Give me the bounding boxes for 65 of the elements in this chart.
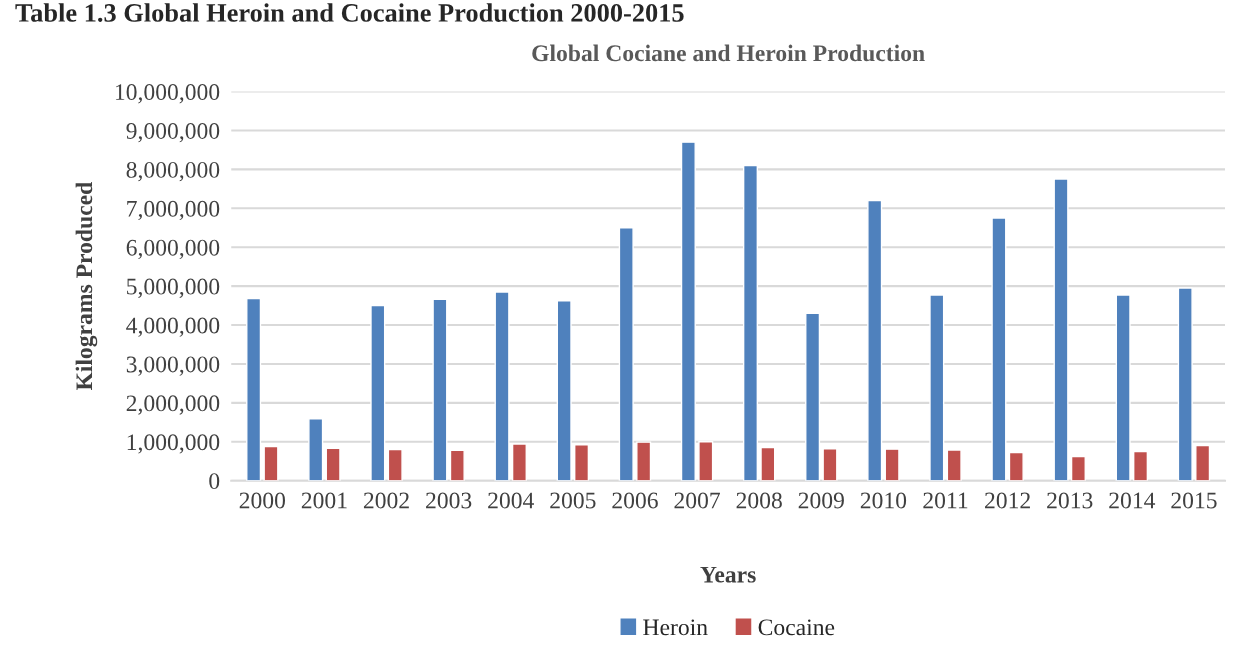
bar <box>1195 444 1211 481</box>
y-tick-label: 0 <box>209 473 220 490</box>
x-tick-label: 2015 <box>1171 492 1217 509</box>
bar <box>618 227 634 481</box>
bar <box>760 446 776 481</box>
bar <box>325 447 341 481</box>
x-tick-label: 2013 <box>1047 492 1093 509</box>
x-tick-label: 2007 <box>674 492 720 509</box>
y-tick-label: 8,000,000 <box>126 161 220 182</box>
x-tick-label: 2000 <box>239 492 286 509</box>
x-tick-label: 2001 <box>301 492 347 509</box>
x-tick-label: 2008 <box>736 492 782 509</box>
x-tick-label: 2002 <box>363 492 409 509</box>
bar <box>1177 287 1193 481</box>
bar <box>432 298 448 481</box>
x-tick-label: 2010 <box>860 492 907 509</box>
bar <box>867 199 883 481</box>
bar <box>574 444 590 481</box>
x-tick-label: 2006 <box>612 492 658 509</box>
y-tick-label: 1,000,000 <box>127 434 220 454</box>
y-tick-label: 6,000,000 <box>126 239 220 260</box>
x-tick-label: 2014 <box>1109 492 1156 509</box>
x-tick-label: 2005 <box>550 492 596 509</box>
y-tick-label: 4,000,000 <box>126 317 220 337</box>
bar <box>556 300 572 481</box>
bar <box>511 443 527 481</box>
chart-title: Global Cociane and Heroin Production <box>532 44 925 62</box>
bar <box>698 441 714 481</box>
x-tick-label: 2003 <box>426 492 472 509</box>
y-tick-label: 5,000,000 <box>127 278 220 298</box>
bar <box>1053 178 1069 481</box>
y-tick-label: 2,000,000 <box>126 395 220 415</box>
bar <box>636 441 652 481</box>
x-tick-label: 2004 <box>488 492 534 509</box>
caption: Table 1.3 Global Heroin and Cocaine Production 2000-2015 <box>15 3 684 22</box>
bar <box>805 312 821 481</box>
y-tick-label: 10,000,000 <box>115 84 220 104</box>
x-tick-label: 2012 <box>985 492 1030 509</box>
x-axis-title: Years <box>700 566 756 583</box>
x-tick-label: 2009 <box>798 492 844 509</box>
bar <box>884 448 900 481</box>
bar <box>263 445 279 481</box>
bar <box>1115 294 1131 481</box>
bar <box>246 297 262 481</box>
y-tick-label: 3,000,000 <box>126 356 220 376</box>
y-axis-title: Kilograms Produced <box>75 181 98 391</box>
bar <box>387 448 403 481</box>
legend-label: Cocaine <box>758 619 835 636</box>
bar <box>991 217 1007 481</box>
bar <box>929 294 945 481</box>
bar <box>449 449 465 481</box>
bar <box>308 418 324 481</box>
y-tick-label: 7,000,000 <box>127 200 220 221</box>
bar <box>1070 455 1086 481</box>
x-tick-label: 2011 <box>923 492 968 509</box>
bar <box>742 164 759 481</box>
bar <box>370 304 386 481</box>
bar <box>680 141 696 481</box>
bar <box>494 291 510 481</box>
y-tick-label: 9,000,000 <box>126 122 220 143</box>
bar <box>1008 451 1024 481</box>
legend-label: Heroin <box>643 619 708 636</box>
bar <box>822 448 838 481</box>
bar <box>946 449 962 481</box>
bar <box>1133 450 1149 481</box>
